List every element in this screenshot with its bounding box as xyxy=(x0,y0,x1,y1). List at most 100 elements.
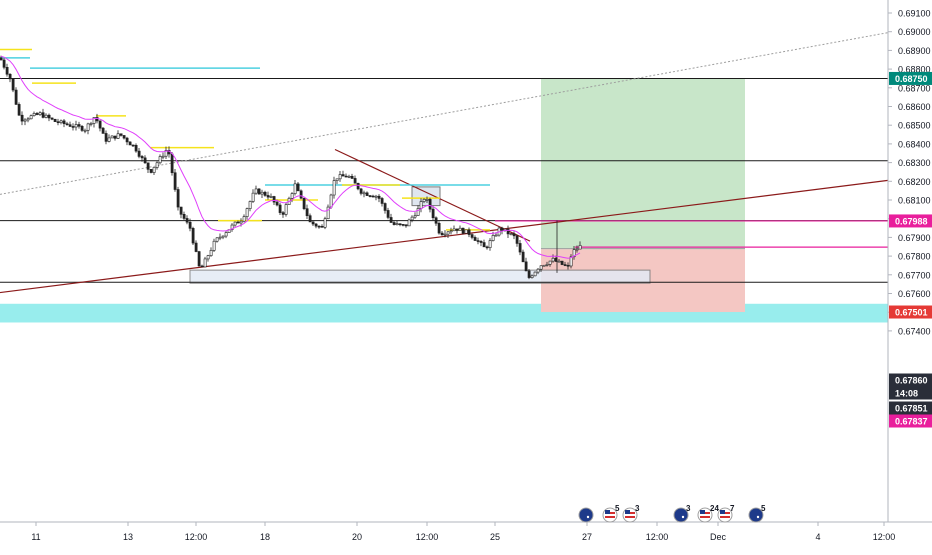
candle-body xyxy=(473,237,477,241)
candle-body xyxy=(449,230,453,233)
price-badge-horizontal-line[interactable]: 0.67988 xyxy=(889,214,932,228)
flag-canton xyxy=(720,510,725,514)
candle-body xyxy=(239,220,243,224)
candle-body xyxy=(107,137,111,142)
candle-body xyxy=(353,178,357,184)
price-badge-countdown[interactable]: 14:08 xyxy=(889,386,932,400)
candle-body xyxy=(65,123,69,126)
event-marker[interactable]: 24 xyxy=(697,504,719,523)
time-axis[interactable]: 11 13 12:00 18 20 12:00 25 27 12:00 Dec 4 12:00 xyxy=(0,521,932,550)
au-flag-icon xyxy=(748,507,764,523)
candle-body xyxy=(170,153,174,174)
event-count-badge: 5 xyxy=(615,504,620,513)
consolidation-box[interactable] xyxy=(189,269,651,284)
time-tick-label: 4 xyxy=(815,532,820,542)
candle-body xyxy=(143,157,147,164)
candle-body xyxy=(269,196,273,198)
candle-body xyxy=(113,135,117,139)
price-badge-background xyxy=(889,414,932,428)
candle-body xyxy=(488,240,492,248)
ascending-trendline[interactable] xyxy=(0,179,889,294)
candle-body xyxy=(305,208,309,216)
price-axis[interactable]: 0.69100 0.69000 0.68900 0.68800 0.68700 0.686… xyxy=(887,0,932,550)
profit-zone[interactable] xyxy=(541,78,745,250)
candle-body xyxy=(236,221,240,224)
candle-body xyxy=(206,255,210,260)
candle-body xyxy=(209,250,213,256)
candle-body xyxy=(41,112,45,118)
candle-body xyxy=(134,145,138,152)
price-badge-take-profit[interactable]: 0.68750 xyxy=(889,71,932,85)
flag-canton xyxy=(605,510,610,514)
price-badge-label: 0.67837 xyxy=(895,417,928,427)
descending-trendline[interactable] xyxy=(334,148,531,242)
price-badge-label: 14:08 xyxy=(895,389,918,399)
candle-body xyxy=(398,223,402,226)
event-count-badge: 3 xyxy=(635,504,640,513)
ema-line[interactable] xyxy=(0,55,581,259)
candle-body xyxy=(233,221,237,226)
candle-body xyxy=(467,229,471,235)
candle-body xyxy=(278,204,282,213)
time-axis-background xyxy=(0,522,932,550)
candle-body xyxy=(23,119,27,122)
price-tick-label: 0.67600 xyxy=(898,289,931,299)
candle-body xyxy=(242,216,246,222)
candle-body xyxy=(179,206,183,215)
event-marker[interactable]: 7 xyxy=(717,504,735,523)
candle-body xyxy=(521,251,525,263)
dotted-trendline[interactable] xyxy=(0,32,889,195)
flag-canton xyxy=(700,510,705,514)
candle-body xyxy=(377,195,381,199)
price-badge-last-price[interactable]: 0.67860 xyxy=(889,373,932,387)
candle-body xyxy=(386,210,390,218)
economic-events[interactable]: 5 3 3 24 7 5 xyxy=(578,504,766,523)
price-tick-label: 0.69000 xyxy=(898,27,931,37)
candle-body xyxy=(476,240,480,242)
event-marker[interactable]: 3 xyxy=(622,504,640,523)
au-flag-icon xyxy=(673,507,689,523)
candle-body xyxy=(302,197,306,209)
candle-body xyxy=(434,217,438,224)
flag-stripe xyxy=(605,516,615,518)
candle-body xyxy=(155,162,159,168)
price-badge-entry[interactable]: 0.67837 xyxy=(889,414,932,428)
candle-body xyxy=(509,233,513,235)
candle-body xyxy=(551,257,555,262)
candle-body xyxy=(68,124,72,127)
price-tick-label: 0.68400 xyxy=(898,139,931,149)
candle-body xyxy=(338,174,342,180)
candle-body xyxy=(437,222,441,234)
price-badge-label: 0.67851 xyxy=(895,404,928,414)
candle-body xyxy=(344,175,348,178)
candle-body xyxy=(371,195,375,198)
candle-body xyxy=(323,218,327,228)
candle-body xyxy=(458,227,462,231)
event-marker[interactable] xyxy=(578,507,594,523)
price-tick-label: 0.67800 xyxy=(898,252,931,262)
candle-body xyxy=(131,144,135,147)
candle-body xyxy=(524,261,528,272)
candle-body xyxy=(290,193,294,199)
flag-star xyxy=(586,515,590,519)
candles-group xyxy=(0,55,582,280)
time-tick-label: 27 xyxy=(582,532,592,542)
price-badge-bid[interactable]: 0.67851 xyxy=(889,401,932,415)
event-marker[interactable]: 5 xyxy=(602,504,620,523)
candle-body xyxy=(2,59,6,68)
candle-body xyxy=(440,232,444,236)
candle-body xyxy=(182,214,186,219)
price-badge-stop-loss[interactable]: 0.67501 xyxy=(889,305,932,319)
candle-body xyxy=(212,240,216,251)
candle-body xyxy=(38,112,42,115)
candle-body xyxy=(572,249,576,258)
event-marker[interactable]: 5 xyxy=(748,504,766,523)
candle-body xyxy=(215,237,219,242)
event-marker[interactable]: 3 xyxy=(673,504,691,523)
candle-body xyxy=(563,264,567,266)
candle-body xyxy=(416,208,420,216)
candle-body xyxy=(20,114,24,122)
candle-body xyxy=(62,120,66,125)
